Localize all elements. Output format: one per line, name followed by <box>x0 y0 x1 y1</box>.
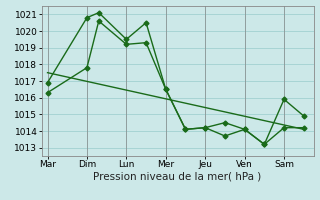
X-axis label: Pression niveau de la mer( hPa ): Pression niveau de la mer( hPa ) <box>93 172 262 182</box>
